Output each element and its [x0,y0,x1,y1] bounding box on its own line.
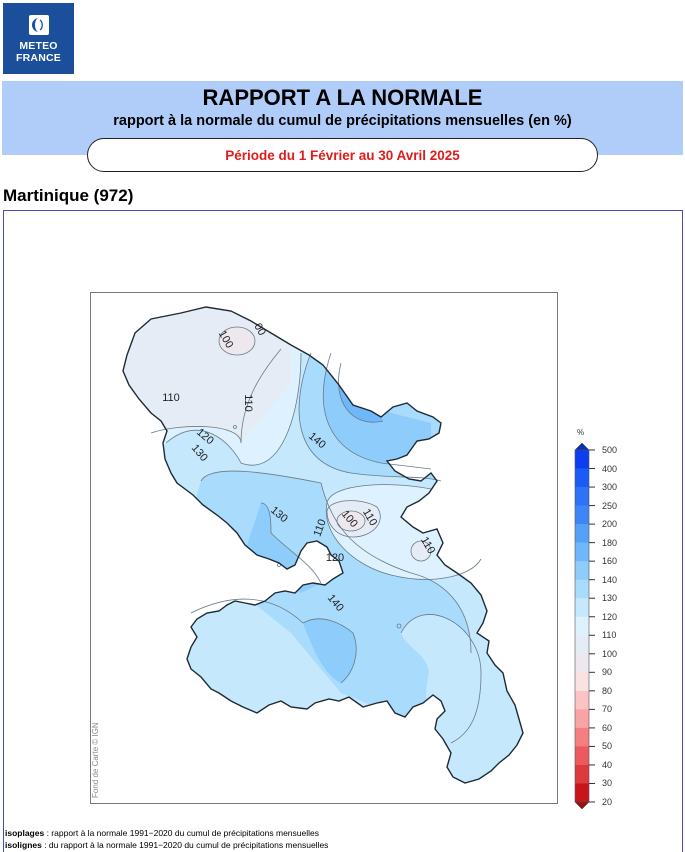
colorbar-label: 130 [602,593,618,604]
colorbar-band [575,579,589,599]
colorbar-label: 200 [602,519,618,530]
isoline-label: 00 [251,321,268,338]
colorbar-band [575,746,589,766]
colorbar-label: 110 [602,630,617,641]
colorbar-band [575,709,589,729]
isoline-label: 110 [162,392,180,404]
colorbar-band [575,598,589,618]
legend-notes: isoplages : rapport à la normale 1991−20… [5,827,328,851]
colorbar-label: 180 [602,537,618,548]
colorbar-band [575,450,589,469]
legend-isolignes: isolignes : du rapport à la normale 1991… [5,839,328,851]
colorbar-band [575,672,589,692]
colorbar-label: 120 [602,611,618,622]
isoline-label: 110 [312,518,329,539]
logo-text-line2: FRANCE [16,52,61,64]
colorbar-label: 100 [602,648,618,659]
page-title: RAPPORT A LA NORMALE [202,85,483,110]
colorbar-band [575,653,589,673]
map-frame [3,210,683,852]
colorbar-label: 500 [602,445,618,455]
colorbar-label: 300 [602,482,618,493]
colorbar-unit: % [577,428,585,437]
colorbar-band [575,468,589,488]
colorbar-band [575,505,589,525]
period-text: Période du 1 Février au 30 Avril 2025 [225,147,460,163]
colorbar-band [575,690,589,710]
colorbar-label: 250 [602,500,618,511]
colorbar-band [575,542,589,562]
precipitation-map: 100 00 110 110 120 130 140 130 100 110 1… [90,292,558,804]
colorbar-band [575,561,589,580]
martinique-map-svg: 100 00 110 110 120 130 140 130 100 110 1… [122,306,524,784]
colorbar-label: 70 [602,704,613,715]
colorbar-scale [574,442,595,810]
colorbar-band [575,783,589,803]
colorbar-label: 60 [602,722,613,733]
colorbar-label: 140 [602,574,618,585]
colorbar-label: 400 [602,463,618,474]
colorbar-label: 160 [602,556,618,567]
colorbar: % 500 400 300 250 200 180 160 140 130 120 110 100 90… [572,428,632,818]
colorbar-band [575,524,589,543]
colorbar-band [575,616,589,636]
colorbar-band [575,764,589,784]
colorbar-label: 20 [602,797,613,807]
colorbar-label: 40 [602,759,613,770]
meteo-france-emblem-icon [29,15,49,35]
period-box: Période du 1 Février au 30 Avril 2025 [87,138,598,172]
colorbar-band [575,487,589,506]
isoline-label: 120 [326,552,344,564]
colorbar-band [575,635,589,655]
colorbar-label: 90 [602,667,613,678]
legend-text: : du rapport à la normale 1991−2020 du c… [41,840,329,850]
legend-text: : rapport à la normale 1991−2020 du cumu… [44,828,319,838]
legend-isoplages: isoplages : rapport à la normale 1991−20… [5,827,328,839]
legend-key: isolignes [5,840,42,850]
region-title: Martinique (972) [3,186,134,205]
meteo-france-logo: METEO FRANCE [3,3,74,74]
colorbar-band [575,727,589,747]
logo-text-line1: METEO [19,40,58,52]
colorbar-label: 50 [602,741,613,752]
colorbar-label: 80 [602,685,613,696]
colorbar-label: 30 [602,778,613,789]
isoline-label: 110 [242,394,254,412]
map-credit: Fond de Carte © IGN [91,722,100,798]
legend-key: isoplages [5,828,45,838]
page-subtitle: rapport à la normale du cumul de précipi… [113,113,572,129]
